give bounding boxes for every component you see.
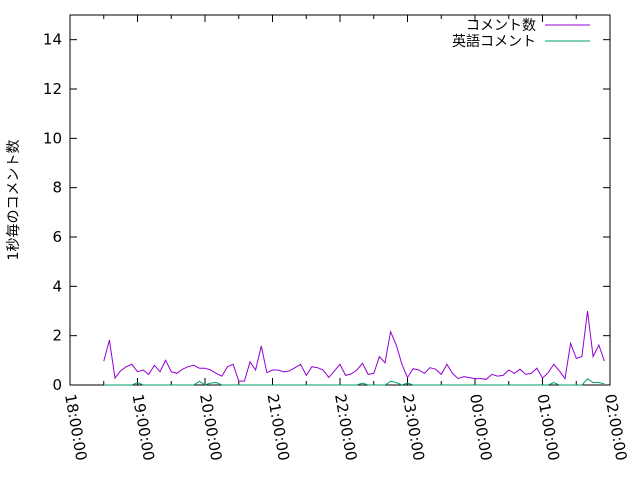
y-tick-label: 6 (52, 228, 62, 246)
y-tick-label: 8 (52, 179, 62, 197)
series-line-2 (103, 378, 605, 386)
series-group (103, 310, 605, 386)
y-tick-label: 10 (43, 129, 62, 147)
x-tick-label: 23:00:00 (399, 393, 428, 462)
x-tick-label: 21:00:00 (264, 393, 293, 462)
x-tick-label: 20:00:00 (196, 393, 225, 462)
y-tick-label: 0 (52, 376, 62, 394)
x-tick-label: 01:00:00 (534, 393, 563, 462)
legend-label: 英語コメント (452, 33, 536, 50)
x-tick-label: 22:00:00 (331, 393, 360, 462)
y-tick-label: 12 (43, 80, 62, 98)
plot-frame (69, 14, 611, 386)
x-tick-label: 00:00:00 (466, 393, 495, 462)
series-line-1 (103, 310, 605, 382)
axes: 0 2 4 6 8 10 12 14 18:00:00 19:00:00 20:00:00 21:00… (43, 14, 630, 462)
y-tick-label: 2 (52, 327, 62, 345)
y-axis-label: 1秒毎のコメント数 (6, 140, 22, 261)
legend-label: コメント数 (466, 18, 536, 34)
x-tick-label: 18:00:00 (61, 393, 90, 462)
y-tick-label: 14 (43, 31, 62, 49)
x-tick-label: 02:00:00 (601, 393, 630, 462)
x-tick-label: 19:00:00 (129, 393, 158, 462)
y-tick-label: 4 (52, 277, 62, 295)
